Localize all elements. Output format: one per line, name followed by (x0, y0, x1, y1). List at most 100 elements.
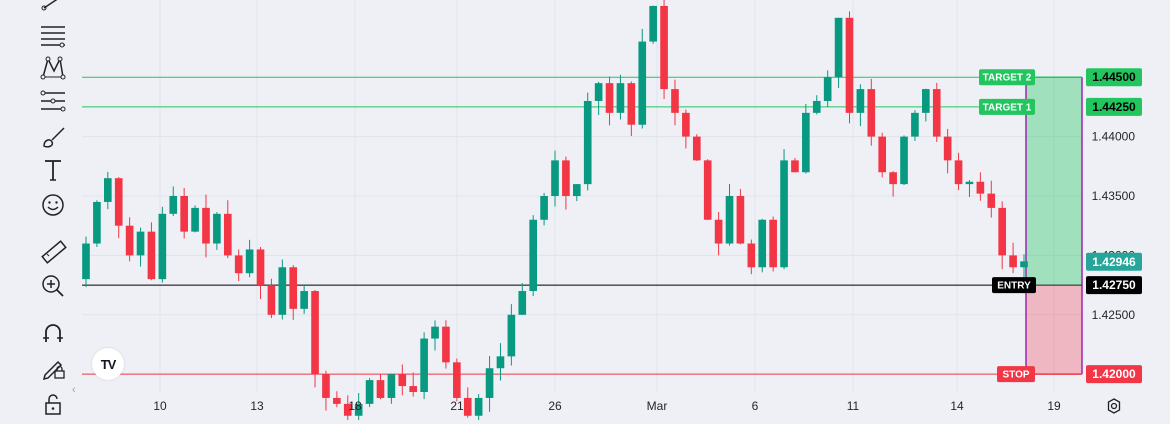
unlock-icon[interactable] (38, 389, 68, 419)
candle-body-9 (180, 196, 188, 232)
candle-84 (998, 201, 1007, 270)
candle-32 (431, 320, 439, 351)
candle-50 (627, 81, 636, 137)
candle-78 (932, 82, 941, 142)
text-icon[interactable] (38, 155, 68, 185)
candle-body-83 (987, 193, 996, 208)
candle-body-82 (976, 181, 985, 194)
candle-45 (572, 184, 581, 202)
candle-15 (245, 239, 254, 278)
fib-retracement-icon[interactable] (38, 20, 68, 50)
candle-body-75 (900, 136, 908, 185)
candle-36 (474, 394, 483, 420)
candle-body-76 (911, 112, 919, 137)
candle-body-15 (245, 249, 254, 274)
candle-17 (267, 278, 276, 319)
candle-21 (311, 289, 319, 388)
candle-body-59 (725, 196, 734, 244)
candle-body-28 (387, 374, 396, 398)
candle-64 (780, 149, 788, 270)
x-tick-label-2: 18 (348, 399, 362, 413)
candle-body-39 (507, 314, 516, 357)
trend-line-icon[interactable] (38, 0, 68, 18)
candle-body-64 (780, 160, 788, 268)
candle-29 (398, 364, 407, 396)
candle-body-53 (660, 5, 668, 90)
ruler-icon[interactable] (38, 237, 68, 267)
candle-body-42 (540, 196, 548, 220)
candle-42 (540, 192, 548, 226)
candle-66 (802, 103, 810, 174)
level-tag-label-0: TARGET 2 (983, 73, 1032, 84)
candle-body-71 (856, 89, 865, 113)
candle-body-37 (485, 368, 494, 398)
candle-body-3 (114, 178, 123, 226)
candle-16 (256, 247, 265, 300)
candle-38 (496, 343, 505, 381)
brush-icon[interactable] (38, 122, 68, 152)
candle-body-26 (365, 380, 374, 404)
candle-0 (82, 236, 90, 288)
candle-body-38 (496, 356, 505, 369)
candle-body-25 (354, 403, 363, 416)
x-tick-label-3: 21 (450, 399, 464, 413)
candle-54 (671, 79, 679, 126)
candle-79 (943, 128, 952, 174)
candle-3 (114, 177, 123, 239)
candle-body-57 (703, 160, 712, 220)
level-tag-bg-2 (992, 277, 1036, 294)
level-tag-1[interactable]: TARGET 1 (979, 98, 1035, 115)
candle-body-13 (223, 213, 232, 256)
collapse-toolbar-arrow[interactable]: ‹ (72, 384, 76, 396)
lock-drawing-icon[interactable] (38, 352, 68, 382)
candle-76 (911, 110, 919, 141)
loss-zone[interactable] (1026, 285, 1082, 375)
level-tag-0[interactable]: TARGET 2 (979, 69, 1035, 86)
candle-20 (300, 286, 308, 314)
level-tag-bg-0 (979, 69, 1035, 86)
candle-body-48 (605, 83, 614, 113)
gear-icon[interactable] (1105, 397, 1123, 415)
candle-body-58 (714, 219, 723, 244)
candle-body-31 (420, 338, 428, 392)
candle-70 (845, 11, 854, 124)
candle-body-30 (409, 386, 418, 392)
candle-80 (954, 152, 963, 191)
candle-86 (1020, 254, 1028, 278)
profit-zone[interactable] (1026, 77, 1082, 286)
time-axis[interactable]: 10 13 18 21 26 Mar 6 11 14 19 (153, 399, 1061, 413)
candle-19 (289, 265, 298, 320)
level-tag-3[interactable]: STOP (997, 366, 1035, 383)
x-tick-label-1: 13 (250, 399, 264, 413)
candle-body-67 (812, 100, 821, 113)
candle-body-33 (442, 326, 450, 363)
candle-74 (889, 171, 897, 197)
candle-body-19 (289, 267, 298, 309)
zoom-in-icon[interactable] (38, 271, 68, 301)
prediction-icon[interactable] (38, 86, 68, 116)
candle-10 (191, 205, 199, 233)
tradingview-logo[interactable]: TV (92, 348, 124, 380)
candle-2 (103, 171, 112, 210)
magnet-icon[interactable] (38, 318, 68, 348)
price-tag-bg-4 (1086, 365, 1142, 384)
candle-body-84 (998, 207, 1007, 256)
candle-body-50 (627, 83, 636, 125)
level-tag-2[interactable]: ENTRY (992, 277, 1036, 294)
candle-body-45 (572, 184, 581, 196)
candle-44 (562, 156, 570, 210)
pattern-icon[interactable] (38, 53, 68, 83)
x-tick-label-0: 10 (153, 399, 167, 413)
candle-body-69 (834, 17, 843, 78)
candle-body-23 (333, 397, 341, 404)
candle-body-51 (638, 41, 647, 125)
price-tag-label-4: 1.42000 (1092, 367, 1136, 381)
emoji-icon[interactable] (38, 190, 68, 220)
long-position-box[interactable] (1025, 76, 1083, 375)
candle-26 (365, 378, 374, 408)
candle-72 (867, 78, 876, 146)
candle-49 (616, 74, 625, 120)
level-tag-label-2: ENTRY (997, 281, 1031, 292)
level-tag-label-3: STOP (1002, 370, 1029, 381)
